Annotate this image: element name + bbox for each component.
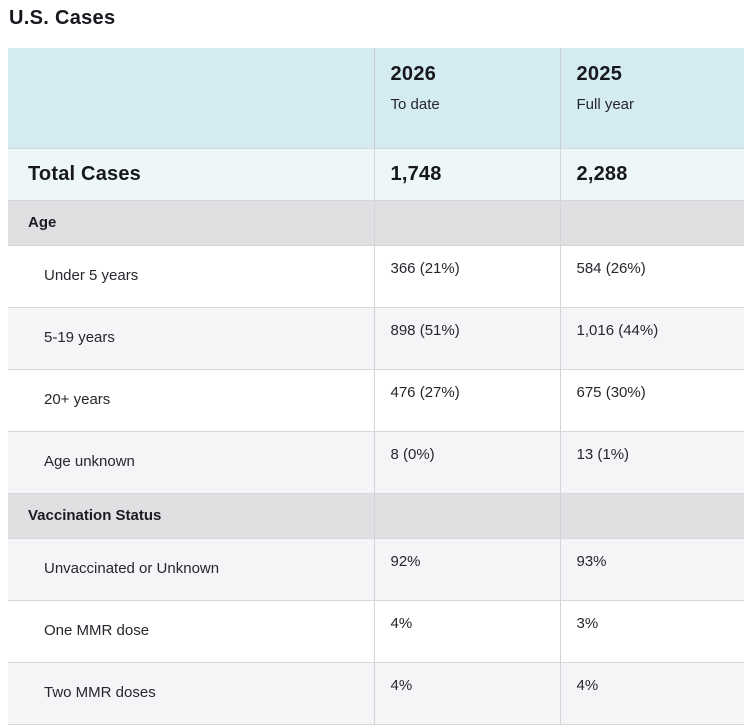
row-label: One MMR dose — [44, 622, 150, 639]
row-value-2025: 675 (30%) — [559, 369, 744, 431]
total-cases-value-2025: 2,288 — [559, 148, 744, 200]
row-label: Under 5 years — [44, 267, 139, 284]
header-year-sub: To date — [390, 96, 440, 113]
header-col-2026: 2026 To date — [373, 48, 560, 148]
row-label: 20+ years — [44, 391, 111, 408]
header-year: 2026 — [390, 63, 437, 85]
row-value-2026: 476 (27%) — [373, 369, 560, 431]
row-label: Age unknown — [44, 453, 135, 470]
row-value-2025: 93% — [559, 538, 744, 600]
header-year-sub: Full year — [576, 96, 635, 113]
row-value-2026: 8 (0%) — [373, 431, 560, 493]
table-row: One MMR dose 4% 3% — [8, 600, 744, 662]
row-value-2025: 584 (26%) — [559, 245, 744, 307]
table-body: Total Cases 1,748 2,288 Age Under 5 years… — [8, 148, 744, 724]
section-label: Vaccination Status — [28, 506, 162, 524]
table-row: 5-19 years 898 (51%) 1,016 (44%) — [8, 307, 744, 369]
header-row: 2026 To date 2025 Full year — [8, 48, 744, 148]
row-value-2025: 1,016 (44%) — [559, 307, 744, 369]
table-row: Under 5 years 366 (21%) 584 (26%) — [8, 245, 744, 307]
row-label: Unvaccinated or Unknown — [44, 560, 220, 577]
row-label: Two MMR doses — [44, 684, 156, 701]
row-value-2025: 4% — [559, 662, 744, 724]
us-cases-table: 2026 To date 2025 Full year Total Cases … — [8, 48, 744, 725]
table-row: Unvaccinated or Unknown 92% 93% — [8, 538, 744, 600]
table-row: Two MMR doses 4% 4% — [8, 662, 744, 724]
section-empty-cell — [559, 200, 744, 245]
row-value-2026: 898 (51%) — [373, 307, 560, 369]
page-title: U.S. Cases — [9, 7, 116, 29]
header-empty-cell — [8, 48, 374, 148]
section-empty-cell — [373, 200, 560, 245]
section-label: Age — [28, 213, 57, 231]
row-value-2026: 4% — [373, 662, 560, 724]
row-value-2026: 92% — [373, 538, 560, 600]
row-value-2025: 3% — [559, 600, 744, 662]
row-value-2025: 13 (1%) — [559, 431, 744, 493]
total-cases-label: Total Cases — [28, 163, 141, 185]
section-empty-cell — [373, 493, 560, 538]
header-year: 2025 — [576, 63, 623, 85]
row-value-2026: 366 (21%) — [373, 245, 560, 307]
table-row: Age unknown 8 (0%) 13 (1%) — [8, 431, 744, 493]
section-empty-cell — [559, 493, 744, 538]
header-col-2025: 2025 Full year — [559, 48, 744, 148]
table-header: 2026 To date 2025 Full year — [8, 48, 744, 148]
row-label: 5-19 years — [44, 329, 115, 346]
section-header-row: Vaccination Status — [8, 493, 744, 538]
total-cases-row: Total Cases 1,748 2,288 — [8, 148, 744, 200]
table-row: 20+ years 476 (27%) 675 (30%) — [8, 369, 744, 431]
section-header-row: Age — [8, 200, 744, 245]
row-value-2026: 4% — [373, 600, 560, 662]
total-cases-value-2026: 1,748 — [373, 148, 560, 200]
